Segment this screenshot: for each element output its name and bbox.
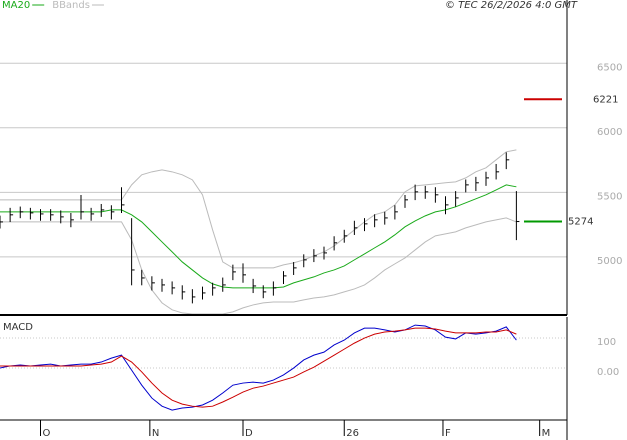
line bbox=[0, 327, 517, 408]
x-tick-label: D bbox=[245, 428, 253, 439]
reference-label: 6221 bbox=[593, 94, 618, 105]
y-tick-label: 0.00 bbox=[597, 367, 619, 378]
y-tick-label: 5000 bbox=[597, 256, 622, 267]
y-tick-label: 6000 bbox=[597, 127, 622, 138]
y-tick-label: 100 bbox=[597, 337, 616, 348]
line bbox=[0, 217, 517, 315]
reference-label: 5274 bbox=[568, 217, 593, 228]
x-tick-label: F bbox=[445, 428, 451, 439]
x-tick-label: O bbox=[43, 428, 51, 439]
x-tick-label: 26 bbox=[346, 428, 359, 439]
credit: © TEC 26/2/2026 4:0 GMT bbox=[445, 0, 578, 11]
panel-title: MACD bbox=[3, 322, 33, 333]
legend-label: BBands bbox=[52, 0, 90, 11]
y-tick-label: 6500 bbox=[597, 62, 622, 73]
line bbox=[0, 184, 517, 289]
legend-label: MA20 bbox=[2, 0, 30, 11]
x-tick-label: M bbox=[542, 428, 551, 439]
x-tick-label: N bbox=[152, 428, 159, 439]
line bbox=[0, 324, 517, 411]
y-tick-label: 5500 bbox=[597, 191, 622, 202]
line bbox=[0, 149, 517, 269]
